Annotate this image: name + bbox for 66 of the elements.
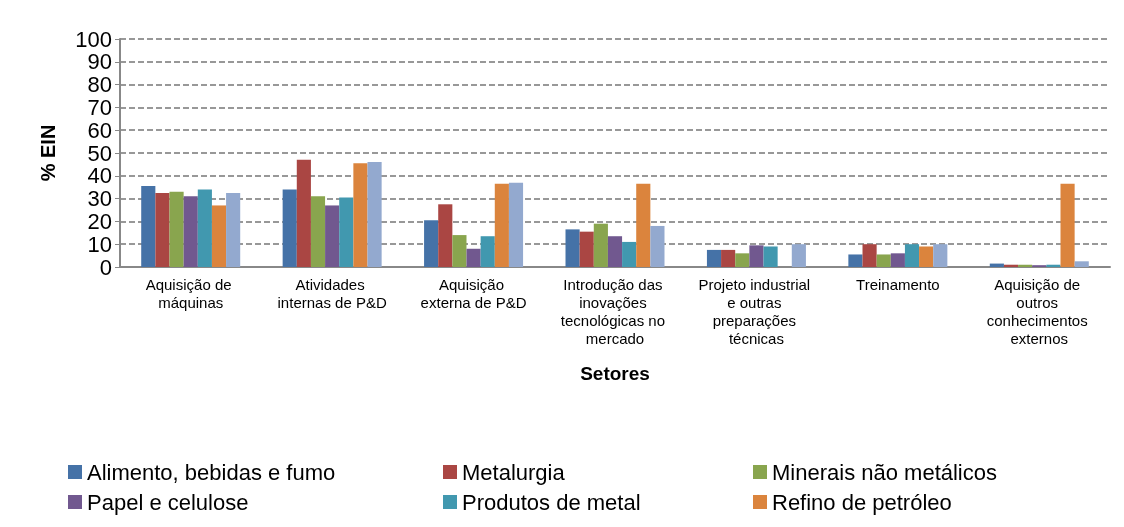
bar <box>1074 261 1089 267</box>
legend-label: Metalurgia <box>462 459 566 485</box>
bar <box>310 196 326 267</box>
bar <box>919 246 934 267</box>
bar <box>721 249 736 267</box>
bar <box>579 231 594 267</box>
y-tick-label: 10 <box>87 231 112 257</box>
bar <box>862 244 877 267</box>
bar <box>197 189 212 267</box>
bar <box>141 186 156 267</box>
bar <box>211 205 227 267</box>
x-tick-label: Introdução das inovações tecnológicas no mercado <box>560 275 670 347</box>
x-tick-label: Aquisição de máquinas <box>145 275 236 311</box>
bar <box>424 220 439 267</box>
bar <box>791 244 806 267</box>
y-tick-label: 100 <box>75 26 112 52</box>
legend-label: Alimento, bebidas e fumo <box>87 459 336 485</box>
bar <box>763 246 778 267</box>
bar <box>650 225 665 267</box>
x-tick-label: Aquisição externa de P&D <box>420 275 527 311</box>
bar <box>1046 264 1061 267</box>
bar <box>1060 183 1075 267</box>
bar <box>706 249 722 267</box>
bar <box>890 253 905 267</box>
y-tick-label: 40 <box>87 163 112 189</box>
legend-label: Produtos de metal <box>462 489 641 515</box>
bar <box>565 229 580 267</box>
bar <box>735 253 750 267</box>
bar <box>848 254 863 267</box>
bar <box>155 192 170 267</box>
bar <box>452 235 467 267</box>
bar <box>876 254 891 267</box>
x-tick-label: Projeto industrial e outras preparações técnicas <box>698 275 815 347</box>
x-tick-label: Aquisição de outros conhecimentos externos <box>986 275 1092 347</box>
y-tick-label: 0 <box>99 254 112 280</box>
bar <box>438 204 453 267</box>
y-tick-label: 50 <box>87 140 112 166</box>
y-tick-label: 60 <box>87 117 112 143</box>
bar <box>325 205 340 267</box>
bar <box>508 182 524 267</box>
bar <box>353 163 368 267</box>
bar <box>296 159 311 267</box>
bar <box>622 241 637 267</box>
bar <box>282 189 297 267</box>
bar <box>593 223 608 267</box>
x-tick-label: Atividades internas de P&D <box>277 275 387 311</box>
bar <box>466 248 481 267</box>
bar <box>367 162 382 267</box>
bar <box>607 236 623 267</box>
bar <box>183 196 198 267</box>
bar <box>749 245 764 267</box>
y-tick-label: 90 <box>87 49 112 75</box>
bar <box>226 192 241 267</box>
y-axis-title: % EIN <box>37 124 59 182</box>
bar <box>169 191 184 267</box>
legend-label: Minerais não metálicos <box>772 459 997 485</box>
bar <box>339 197 354 267</box>
legend-label: Refino de petróleo <box>772 489 952 515</box>
x-axis-title: Setores <box>580 363 650 384</box>
bar <box>480 236 495 267</box>
bar <box>933 244 948 267</box>
legend-label: Papel e celulose <box>87 489 249 515</box>
bar <box>636 183 651 267</box>
bar <box>904 244 920 267</box>
bar <box>494 183 509 267</box>
x-tick-label: Treinamento <box>856 275 940 293</box>
